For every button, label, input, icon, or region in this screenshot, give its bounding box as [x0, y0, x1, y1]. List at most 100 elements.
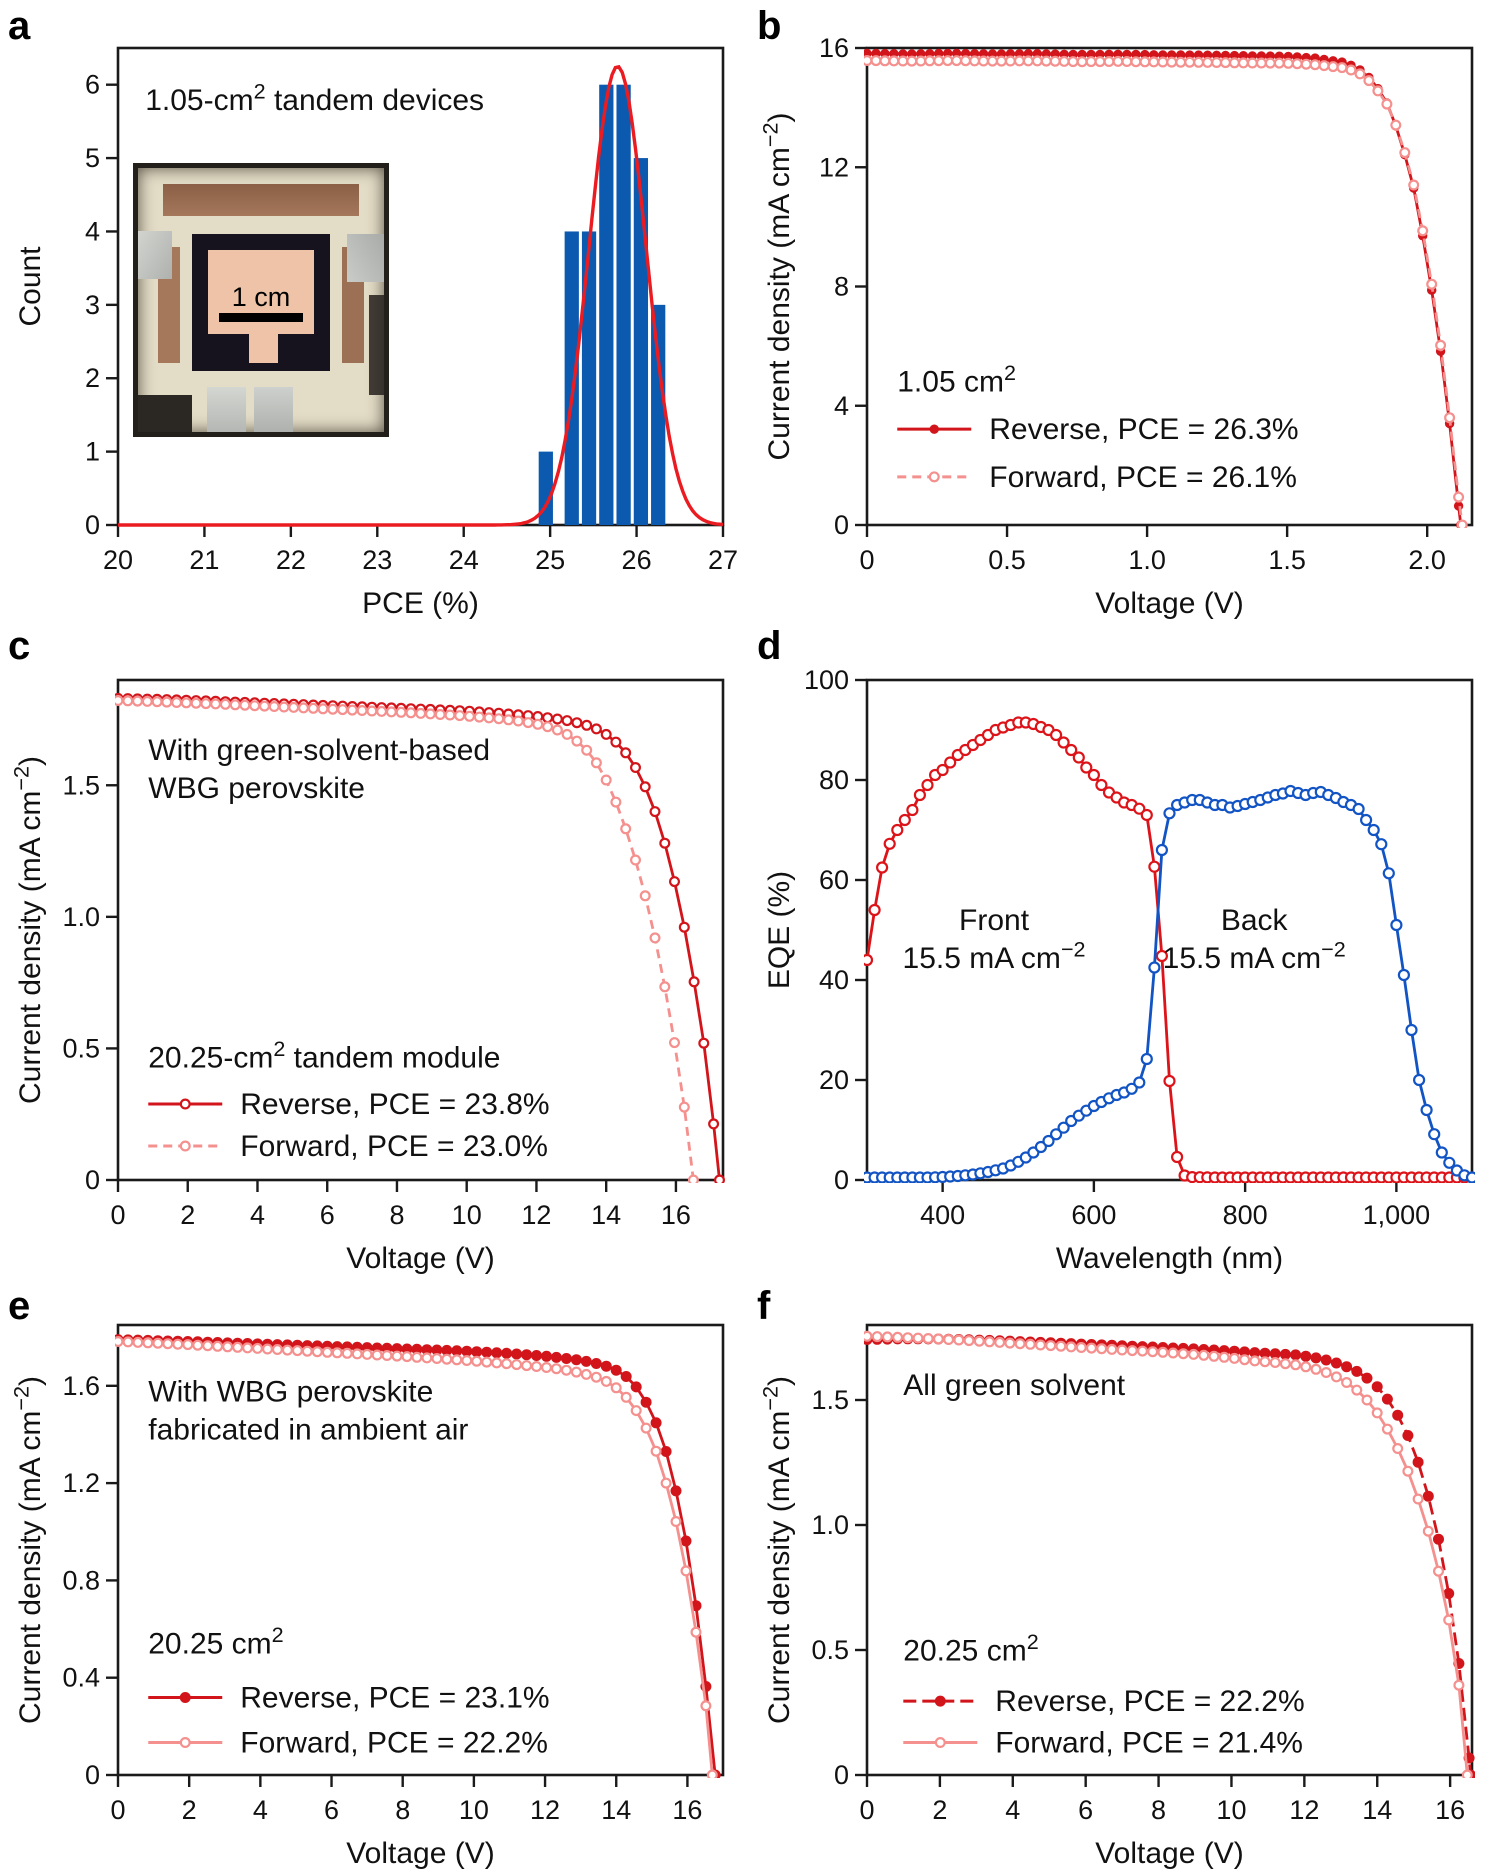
- x-tick-label: 2.0: [1408, 545, 1446, 575]
- series-forward-markers: [864, 55, 1468, 528]
- series-reverse-line: [866, 52, 1463, 526]
- x-tick-label: 25: [535, 545, 565, 575]
- legend-item-forward: Forward, PCE = 22.2%: [240, 1727, 548, 1760]
- y-tick-label: 0: [85, 1760, 100, 1790]
- x-tick-label: 6: [1078, 1795, 1093, 1825]
- y-tick-label: 0: [85, 1165, 100, 1195]
- legend-item-reverse: Reverse, PCE = 23.1%: [240, 1682, 549, 1715]
- x-tick-label: 2: [932, 1795, 947, 1825]
- annotation: 20.25 cm2: [148, 1622, 283, 1660]
- x-tick-label: 23: [362, 545, 392, 575]
- x-tick-label: 800: [1223, 1200, 1268, 1230]
- x-tick-label: 10: [1216, 1795, 1246, 1825]
- y-tick-label: 2: [85, 363, 100, 393]
- photo-silver-contact-right: [347, 234, 384, 282]
- x-tick-label: 6: [324, 1795, 339, 1825]
- y-tick-label: 1.0: [62, 902, 100, 932]
- legend-item-forward: Forward, PCE = 23.0%: [240, 1130, 548, 1163]
- plot-area: [118, 64, 724, 527]
- annotation: All green solvent: [903, 1369, 1125, 1402]
- x-tick-label: 14: [601, 1795, 631, 1825]
- panel-label-b: b: [757, 4, 782, 48]
- y-axis-title: Current density (mA cm−2): [9, 1376, 47, 1724]
- x-tick-label: 16: [672, 1795, 702, 1825]
- annotation: 20.25-cm2 tandem module: [148, 1036, 500, 1074]
- legend: Reverse, PCE = 23.1% Forward, PCE = 22.2%: [148, 1682, 550, 1760]
- histogram-bar: [616, 84, 631, 525]
- y-tick-label: 8: [834, 272, 849, 302]
- y-tick-label: 0: [834, 1165, 849, 1195]
- annotation: 1.05-cm2 tandem devices: [145, 79, 484, 117]
- x-tick-label: 27: [708, 545, 738, 575]
- y-tick-label: 0: [834, 1760, 849, 1790]
- photo-edge-smudge: [138, 395, 193, 432]
- x-tick-label: 26: [622, 545, 652, 575]
- series-back-markers: [864, 784, 1475, 1183]
- y-axis-title: Count: [14, 246, 47, 327]
- legend: Reverse, PCE = 23.8% Forward, PCE = 23.0%: [148, 1088, 550, 1163]
- annotation: With WBG perovskite: [148, 1376, 433, 1409]
- x-axis-title: Voltage (V): [346, 1837, 494, 1870]
- x-tick-label: 21: [189, 545, 219, 575]
- y-tick-label: 0: [834, 510, 849, 540]
- y-tick-label: 6: [85, 70, 100, 100]
- y-tick-label: 1.0: [811, 1510, 849, 1540]
- x-tick-label: 22: [276, 545, 306, 575]
- series-forward-line: [866, 59, 1464, 526]
- x-tick-label: 0: [859, 1795, 874, 1825]
- y-tick-label: 16: [819, 33, 849, 63]
- x-tick-label: 10: [452, 1200, 482, 1230]
- x-tick-label: 8: [389, 1200, 404, 1230]
- x-tick-label: 1,000: [1363, 1200, 1431, 1230]
- x-tick-label: 6: [320, 1200, 335, 1230]
- x-axis-title: Voltage (V): [346, 1242, 494, 1275]
- histogram-bar: [599, 84, 614, 525]
- histogram-bar: [633, 158, 649, 526]
- series-forward-markers: [115, 695, 699, 1183]
- plot-area: [864, 716, 1475, 1183]
- panel-e-chart: 0 2 4 6 8 10 12 14 16 0 0.4 0.8 1.2 1.6 Voltage (V) Cur…: [9, 1323, 725, 1870]
- histogram-bar: [564, 231, 579, 525]
- y-tick-label: 0.5: [62, 1033, 100, 1063]
- panel-label-a: a: [8, 4, 31, 48]
- x-tick-label: 2: [182, 1795, 197, 1825]
- y-tick-label: 100: [804, 665, 849, 695]
- y-tick-label: 12: [819, 152, 849, 182]
- legend-item-forward: Forward, PCE = 21.4%: [995, 1727, 1303, 1760]
- panel-c: c 0 2 4 6 8 10 12 14 16 0 0.5 1.0 1.5 Voltage (V) Curr…: [0, 620, 749, 1280]
- legend: Reverse, PCE = 26.3% Forward, PCE = 26.1%: [897, 413, 1299, 494]
- axes: 400 600 800 1,000 0 20 40 60 80 100 Wavelength (nm…: [763, 665, 1474, 1275]
- x-tick-label: 1.0: [1128, 545, 1166, 575]
- histogram-bar: [651, 304, 666, 525]
- annotation: 1.05 cm2: [897, 360, 1016, 398]
- histogram-bar: [581, 231, 597, 525]
- y-axis-title: EQE (%): [763, 871, 796, 989]
- y-tick-label: 1: [85, 437, 100, 467]
- y-tick-label: 0.5: [811, 1635, 849, 1665]
- panel-f: f 0 2 4 6 8 10 12 14 16 0 0.5 1.0 1.5 Voltage (V) Curr…: [749, 1280, 1498, 1873]
- y-tick-label: 4: [834, 391, 849, 421]
- plot-area: [864, 1330, 1475, 1778]
- photo-active-area-tab: [248, 334, 279, 364]
- annotation: 15.5 mA cm−2: [1163, 937, 1346, 975]
- series-front-markers: [864, 716, 1475, 1183]
- annotation: WBG perovskite: [148, 772, 365, 805]
- y-tick-label: 0.8: [62, 1565, 100, 1595]
- y-axis-title: Current density (mA cm−2): [9, 756, 47, 1104]
- y-tick-label: 0: [85, 510, 100, 540]
- annotation: Back: [1221, 904, 1289, 937]
- panel-label-c: c: [8, 624, 31, 668]
- photo-scale-bar: [219, 313, 303, 323]
- series-forward-markers: [115, 1336, 718, 1778]
- x-tick-label: 16: [1435, 1795, 1465, 1825]
- panel-c-chart: 0 2 4 6 8 10 12 14 16 0 0.5 1.0 1.5 Voltage (V) Curren…: [9, 678, 725, 1275]
- y-tick-label: 40: [819, 965, 849, 995]
- panel-d: d 400 600 800 1,000 0 20 40 60 80 100 Wavelength (…: [749, 620, 1498, 1280]
- x-tick-label: 20: [103, 545, 133, 575]
- panel-b-chart: 0 0.5 1.0 1.5 2.0 0 4 8 12 16 Voltage (V) Current d…: [758, 33, 1474, 620]
- y-tick-label: 4: [85, 216, 100, 246]
- panel-label-d: d: [757, 624, 782, 668]
- axes: 0 2 4 6 8 10 12 14 16 0 0.4 0.8 1.2 1.6 Voltage (V) Cur…: [9, 1323, 725, 1870]
